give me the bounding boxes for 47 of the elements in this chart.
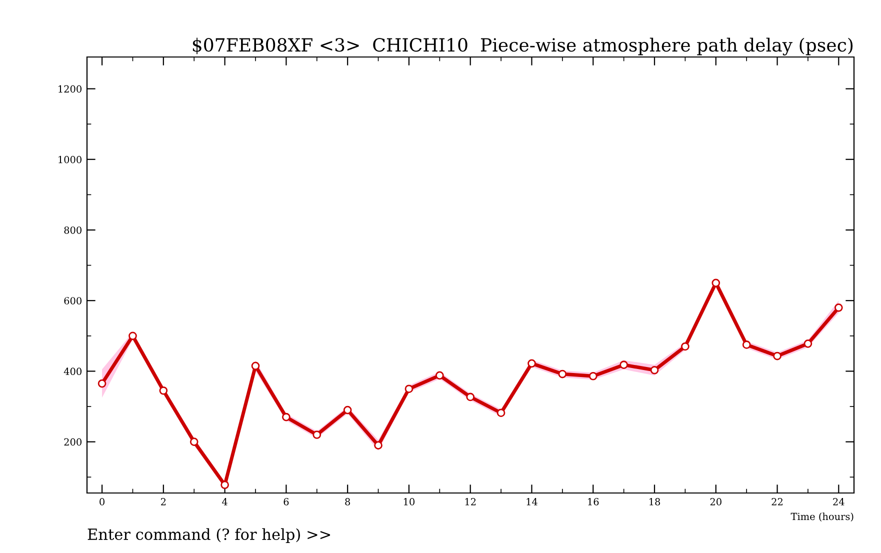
point: [404, 384, 414, 394]
x-tick-label: 8: [345, 498, 350, 506]
point: [834, 303, 843, 312]
y-tick-label: 600: [64, 297, 82, 304]
x-tick-label: 2: [160, 498, 166, 506]
point: [312, 430, 322, 439]
x-tick-label: 0: [100, 498, 104, 506]
point: [220, 480, 229, 490]
point: [435, 371, 444, 380]
x-tick-label: 24: [833, 498, 844, 506]
x-tick-label: 10: [404, 498, 414, 506]
x-axis-title: Time (hours): [790, 512, 854, 522]
point: [496, 408, 506, 418]
y-tick-label: 1000: [58, 156, 82, 164]
point: [343, 406, 352, 414]
point: [804, 340, 812, 348]
point: [528, 359, 536, 368]
point: [773, 352, 782, 360]
x-tick-label: 16: [588, 498, 599, 506]
point: [681, 342, 690, 351]
point: [251, 362, 260, 370]
y-tick-label: 200: [64, 438, 82, 446]
point: [742, 340, 751, 349]
x-tick-label: 4: [222, 498, 228, 506]
text: Enter command (? for help) >>: [88, 528, 330, 543]
point: [282, 412, 290, 422]
point: [98, 379, 106, 388]
chart-title: $07FEB08XF <3> CHICHI10 Piece-wise atmosphere path delay (psec): [192, 38, 853, 56]
x-tick-label: 12: [465, 498, 476, 506]
x-tick-label: 22: [772, 498, 782, 506]
y-tick-label: 1200: [58, 85, 82, 93]
x-tick-label: 6: [284, 498, 289, 506]
y-tick-label: 400: [64, 368, 82, 376]
x-tick-label: 14: [526, 498, 538, 506]
point: [159, 386, 168, 395]
point: [620, 360, 628, 370]
point: [712, 278, 720, 288]
point: [588, 372, 598, 380]
point: [466, 392, 475, 402]
point: [128, 332, 137, 340]
x-tick-label: 20: [710, 498, 722, 506]
point: [190, 438, 198, 446]
point: [650, 366, 659, 374]
x-tick-label: 18: [650, 498, 660, 506]
y-tick-label: 800: [64, 226, 82, 234]
point: [558, 370, 567, 378]
point: [374, 441, 382, 450]
